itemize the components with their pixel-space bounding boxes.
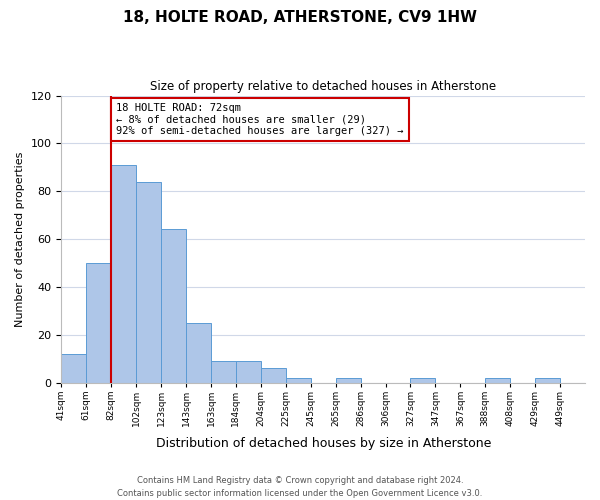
- Bar: [236, 361, 261, 382]
- Bar: [136, 182, 161, 382]
- Bar: [261, 368, 286, 382]
- Bar: [335, 378, 361, 382]
- Bar: [211, 361, 236, 382]
- Text: 18 HOLTE ROAD: 72sqm
← 8% of detached houses are smaller (29)
92% of semi-detach: 18 HOLTE ROAD: 72sqm ← 8% of detached ho…: [116, 102, 404, 136]
- Bar: [535, 378, 560, 382]
- Bar: [485, 378, 510, 382]
- Bar: [410, 378, 436, 382]
- Bar: [286, 378, 311, 382]
- Text: Contains HM Land Registry data © Crown copyright and database right 2024.
Contai: Contains HM Land Registry data © Crown c…: [118, 476, 482, 498]
- Title: Size of property relative to detached houses in Atherstone: Size of property relative to detached ho…: [150, 80, 496, 93]
- Bar: [86, 263, 111, 382]
- Bar: [186, 323, 211, 382]
- Bar: [161, 230, 186, 382]
- Text: 18, HOLTE ROAD, ATHERSTONE, CV9 1HW: 18, HOLTE ROAD, ATHERSTONE, CV9 1HW: [123, 10, 477, 25]
- X-axis label: Distribution of detached houses by size in Atherstone: Distribution of detached houses by size …: [155, 437, 491, 450]
- Bar: [61, 354, 86, 382]
- Bar: [111, 165, 136, 382]
- Y-axis label: Number of detached properties: Number of detached properties: [15, 152, 25, 327]
